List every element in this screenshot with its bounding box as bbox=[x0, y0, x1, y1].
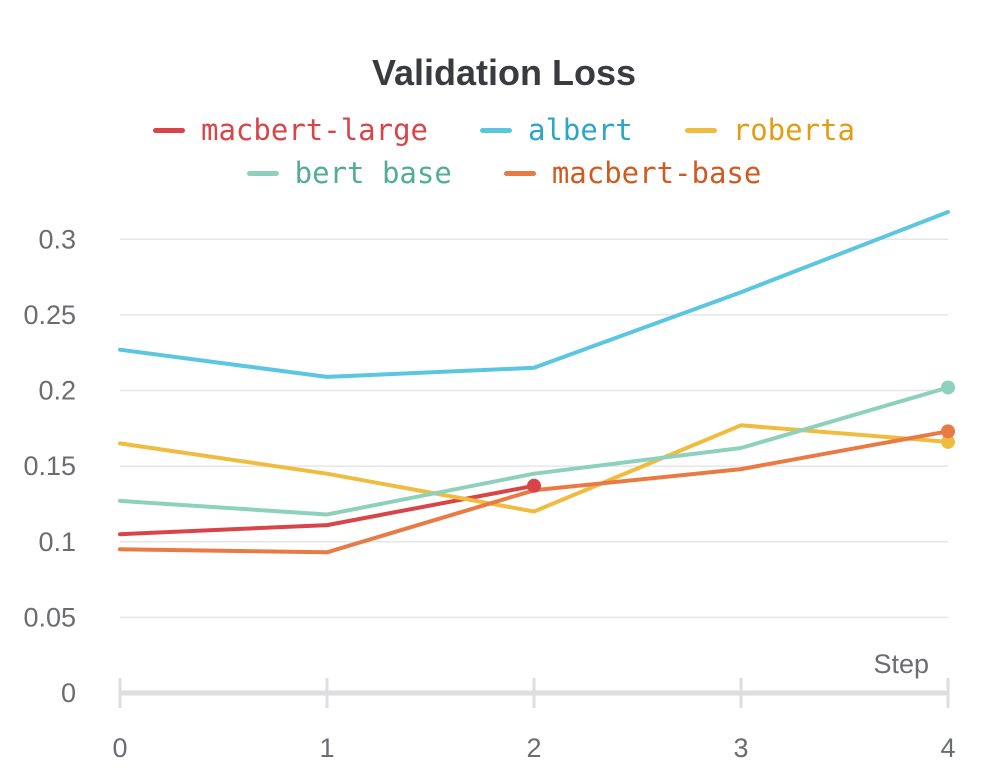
legend-label-albert: albert bbox=[528, 113, 633, 147]
legend-label-macbert-large: macbert-large bbox=[201, 113, 428, 147]
legend-swatch-roberta bbox=[684, 127, 717, 133]
legend-swatch-macbert-large bbox=[153, 127, 186, 133]
legend-item-roberta[interactable]: roberta bbox=[684, 113, 855, 147]
legend-swatch-bert-base bbox=[246, 170, 279, 176]
y-tick-label: 0.25 bbox=[23, 300, 76, 330]
y-tick-label: 0.3 bbox=[38, 224, 76, 254]
legend-label-macbert-base: macbert-base bbox=[551, 156, 762, 190]
series-line-albert bbox=[118, 210, 950, 379]
series-endpoint-macbert-base bbox=[941, 424, 955, 439]
legend-item-macbert-large[interactable]: macbert-large bbox=[153, 113, 428, 147]
series-line-roberta bbox=[118, 423, 950, 514]
x-tick-label: 2 bbox=[526, 733, 541, 763]
series-endpoint-macbert-large bbox=[527, 478, 541, 493]
legend-item-albert[interactable]: albert bbox=[480, 113, 633, 147]
series-line-bert-base bbox=[118, 385, 950, 517]
x-tick-label: 1 bbox=[319, 733, 334, 763]
y-tick-label: 0.2 bbox=[38, 376, 76, 406]
legend-row-2: bert base macbert-base bbox=[0, 156, 1008, 190]
series-endpoint-bert-base bbox=[941, 380, 955, 395]
y-tick-label: 0.15 bbox=[23, 451, 76, 481]
y-tick-label: 0.05 bbox=[23, 602, 76, 632]
legend-item-macbert-base[interactable]: macbert-base bbox=[503, 156, 762, 190]
x-axis-title: Step bbox=[873, 649, 929, 679]
legend-item-bert-base[interactable]: bert base bbox=[246, 156, 452, 190]
chart-title: Validation Loss bbox=[371, 52, 637, 93]
x-tick-label: 3 bbox=[733, 733, 748, 763]
legend-label-roberta: roberta bbox=[732, 113, 855, 147]
series-endpoint-roberta bbox=[941, 434, 955, 449]
legend-swatch-macbert-base bbox=[503, 170, 536, 176]
legend-label-bert-base: bert base bbox=[294, 156, 452, 190]
legend-swatch-albert bbox=[480, 127, 512, 133]
x-tick-label: 4 bbox=[940, 733, 955, 763]
x-tick-label: 0 bbox=[112, 733, 127, 763]
y-tick-label: 0 bbox=[61, 678, 76, 708]
y-tick-label: 0.1 bbox=[38, 527, 76, 557]
legend-row-1: macbert-large albert roberta bbox=[0, 113, 1008, 147]
